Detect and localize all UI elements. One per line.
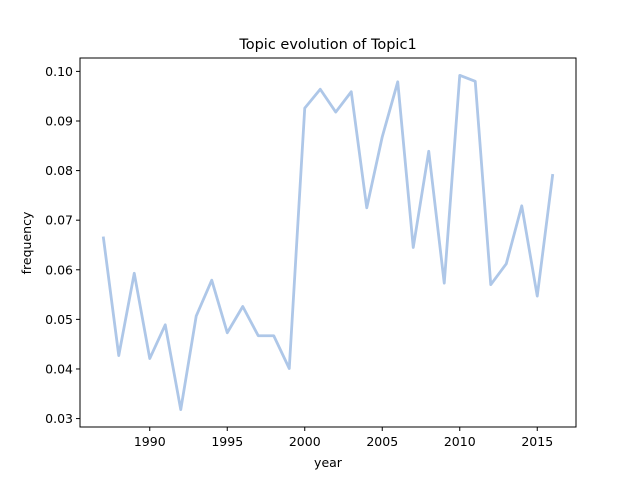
y-tick-label: 0.08 <box>45 163 73 178</box>
y-tick-label: 0.09 <box>45 113 73 128</box>
series-line-0 <box>101 73 555 412</box>
y-tick-label: 0.10 <box>45 64 73 79</box>
y-tick-label: 0.07 <box>45 213 73 228</box>
x-tick-label: 2005 <box>366 434 398 449</box>
x-axis-label: year <box>314 455 343 470</box>
y-tick-label: 0.06 <box>45 262 73 277</box>
plot-frame <box>79 57 577 428</box>
x-axis: 1990 1995 2000 2005 2010 2015 <box>134 427 553 449</box>
plot-line-layer <box>101 73 555 412</box>
x-tick-label: 1990 <box>134 434 166 449</box>
x-tick-label: 2000 <box>289 434 321 449</box>
x-tick-label: 2010 <box>444 434 476 449</box>
y-tick-label: 0.04 <box>45 361 73 376</box>
y-axis-label: frequency <box>19 211 34 274</box>
chart-title: Topic evolution of Topic1 <box>238 37 416 53</box>
y-axis: 0.03 0.04 0.05 0.06 0.07 0.08 0.09 0.10 <box>45 64 80 426</box>
x-tick-label: 2015 <box>521 434 553 449</box>
x-tick-label: 1995 <box>211 434 243 449</box>
y-tick-label: 0.05 <box>45 312 73 327</box>
y-tick-label: 0.03 <box>45 411 73 426</box>
